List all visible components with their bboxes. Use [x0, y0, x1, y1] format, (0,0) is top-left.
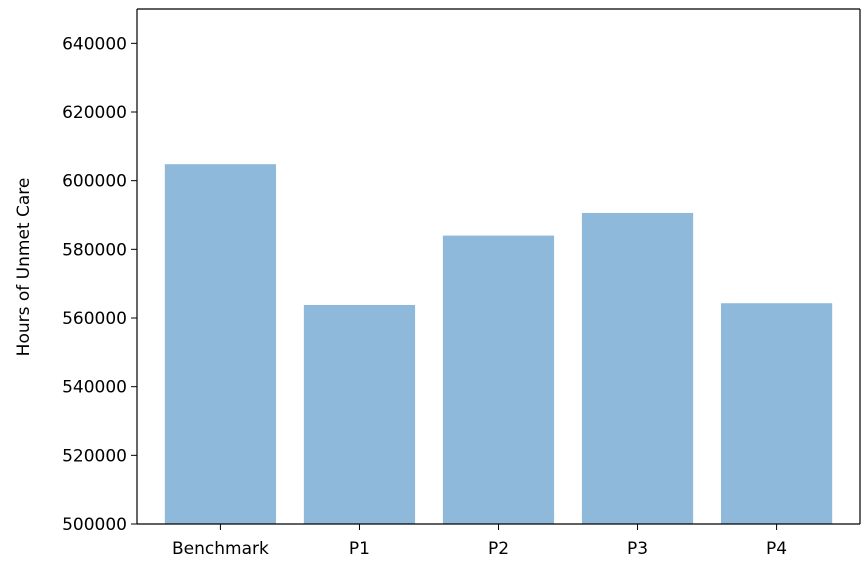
bars-group [164, 164, 833, 524]
x-tick-label: P2 [488, 539, 509, 559]
y-tick-label: 500000 [62, 515, 127, 535]
y-tick-label: 600000 [62, 172, 127, 192]
x-tick-label: P3 [627, 539, 648, 559]
y-axis-label: Hours of Unmet Care [14, 178, 34, 357]
y-tick-label: 580000 [62, 240, 127, 260]
x-tick-label: P1 [349, 539, 370, 559]
y-tick-label: 560000 [62, 309, 127, 329]
x-tick-label: P4 [766, 539, 787, 559]
bar-p1 [303, 304, 416, 524]
y-tick-label: 640000 [62, 34, 127, 54]
x-tick-label: Benchmark [172, 539, 269, 559]
axes-frame [136, 8, 861, 525]
y-axis-ticks: 500000 520000 540000 560000 580000 600000 6200… [62, 34, 137, 535]
bar-p2 [442, 235, 555, 524]
bar-benchmark [164, 164, 277, 524]
y-tick-label: 620000 [62, 103, 127, 123]
x-axis-ticks: Benchmark P1 P2 P3 P4 [172, 524, 787, 559]
y-tick-label: 540000 [62, 378, 127, 398]
bar-p4 [720, 303, 833, 524]
y-tick-label: 520000 [62, 446, 127, 466]
bar-p3 [581, 212, 694, 524]
